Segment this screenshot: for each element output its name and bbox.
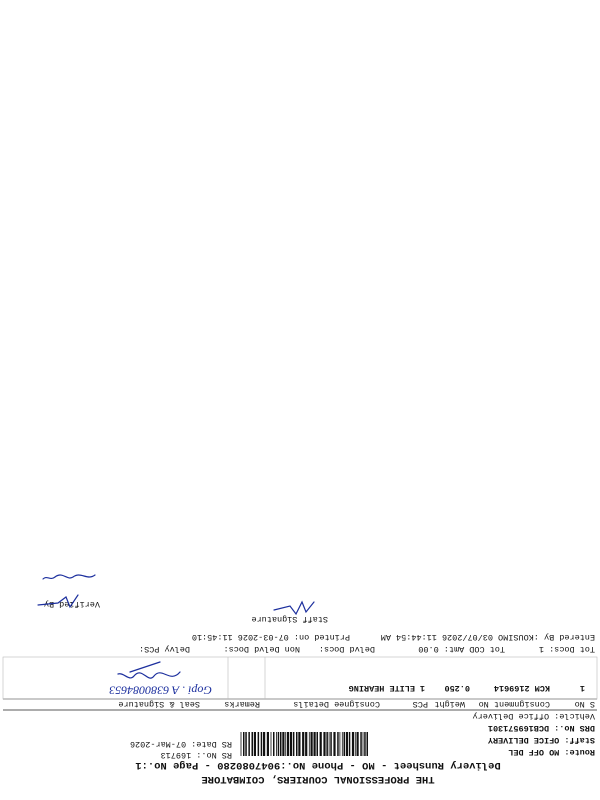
barcode-bar (243, 732, 245, 756)
entered-by: Entered By :KOUSIMO 03/07/2026 11:44:54 … (381, 632, 595, 642)
barcode-bar (282, 732, 285, 756)
column-header: Remarks (224, 699, 260, 709)
vehicle: Vehicle: Office Delivery (473, 711, 595, 721)
route: Route: MO OFF DEL (508, 747, 595, 757)
table-header: S No Consignment No Weight PCS Consignee Det… (118, 699, 595, 709)
barcode-bar (310, 732, 313, 756)
barcode-bar (302, 732, 305, 756)
barcode-bar (328, 732, 330, 756)
barcode-bar (345, 732, 348, 756)
barcode-bar (330, 732, 332, 756)
cell: KCM 2169614 (494, 683, 550, 693)
barcode-bar (245, 732, 247, 756)
barcode-bar (360, 732, 362, 756)
barcode-bar (270, 732, 272, 756)
barcode-bar (339, 732, 341, 756)
subtitle: Delivery Runsheet - MO - Phone No.:90470… (135, 759, 500, 771)
drs-no: DRS No.: DCB169571301 (488, 723, 595, 733)
handwritten-receiver: Gopi . A 6380084653 (109, 683, 212, 697)
column-header: Weight (434, 699, 465, 709)
rs-date: RS Date: 07-Mar-2026 (130, 739, 232, 749)
printed-on: Printed on: 07-03-2026 11:45:10 (192, 632, 350, 642)
staff-signature-label: Staff Signature (251, 614, 328, 624)
barcode-bar (326, 732, 328, 756)
total-field: Delvd Docs: (319, 644, 375, 654)
barcode-bar (298, 732, 301, 756)
barcode-bar (351, 732, 355, 756)
barcode-bar (337, 732, 339, 756)
column-header: PCS (413, 699, 428, 709)
barcode-bar (266, 732, 269, 756)
column-header: Consignment No (479, 699, 550, 709)
barcode-bar (263, 732, 266, 756)
barcode-bar (319, 732, 322, 756)
barcode-bar (248, 732, 250, 756)
staff-signature (273, 600, 315, 616)
verifier-signature (37, 574, 96, 609)
cell: 1 (420, 683, 425, 693)
barcode-bar (276, 732, 277, 756)
runsheet: THE PROFESSIONAL COURIERS, COIMBATORE De… (2, 574, 598, 785)
receiver-signature (117, 661, 181, 679)
barcode-bar (308, 732, 310, 756)
barcode-bar (251, 732, 253, 756)
column-header: Consignee Details (293, 699, 380, 709)
total-field: Tot COD Amt: 0.00 (418, 644, 505, 654)
barcode-bar (292, 732, 295, 756)
totals: Tot Docs: 1 Tot COD Amt: 0.00 Delvd Docs: N… (139, 644, 595, 654)
title: THE PROFESSIONAL COURIERS, COIMBATORE (201, 773, 434, 785)
barcode-bar (260, 732, 263, 756)
cell: 1 (580, 683, 585, 693)
barcode-bar (289, 732, 293, 756)
total-field: Non Delvd Docs: (223, 644, 300, 654)
barcode-bar (341, 732, 343, 756)
barcode-bar (316, 732, 318, 756)
barcode-bar (333, 732, 336, 756)
barcode-bar (313, 732, 316, 756)
barcode-bar (305, 732, 308, 756)
table-body: 1 KCM 2169614 0.250 1 ELITE HEARING (349, 683, 585, 693)
barcode-bar (253, 732, 256, 756)
cell: 0.250 (444, 683, 470, 693)
rs-no: RS No.: 169713 (161, 750, 232, 760)
barcode (240, 732, 368, 756)
barcode-bar (343, 732, 345, 756)
barcode-bar (286, 732, 290, 756)
total-field: Delvy PCS: (139, 644, 190, 654)
staff: Staff: OFICE DELIVERY (487, 735, 595, 745)
barcode-bar (323, 732, 326, 756)
cell: ELITE HEARING (349, 683, 415, 693)
barcode-bar (296, 732, 298, 756)
barcode-bar (273, 732, 275, 756)
barcode-bar (366, 732, 368, 756)
barcode-bar (280, 732, 282, 756)
barcode-bar (240, 732, 242, 756)
barcode-bar (364, 732, 366, 756)
barcode-bar (285, 732, 287, 756)
total-field: Tot Docs: 1 (539, 644, 595, 654)
barcode-bar (277, 732, 280, 756)
column-header: S No (575, 699, 595, 709)
barcode-bar (257, 732, 260, 756)
row-box (2, 656, 598, 700)
column-header: Seal & Signature (118, 699, 200, 709)
barcode-bar (362, 732, 364, 756)
barcode-bar (356, 732, 359, 756)
barcode-bar (348, 732, 351, 756)
barcode-bar (354, 732, 356, 756)
